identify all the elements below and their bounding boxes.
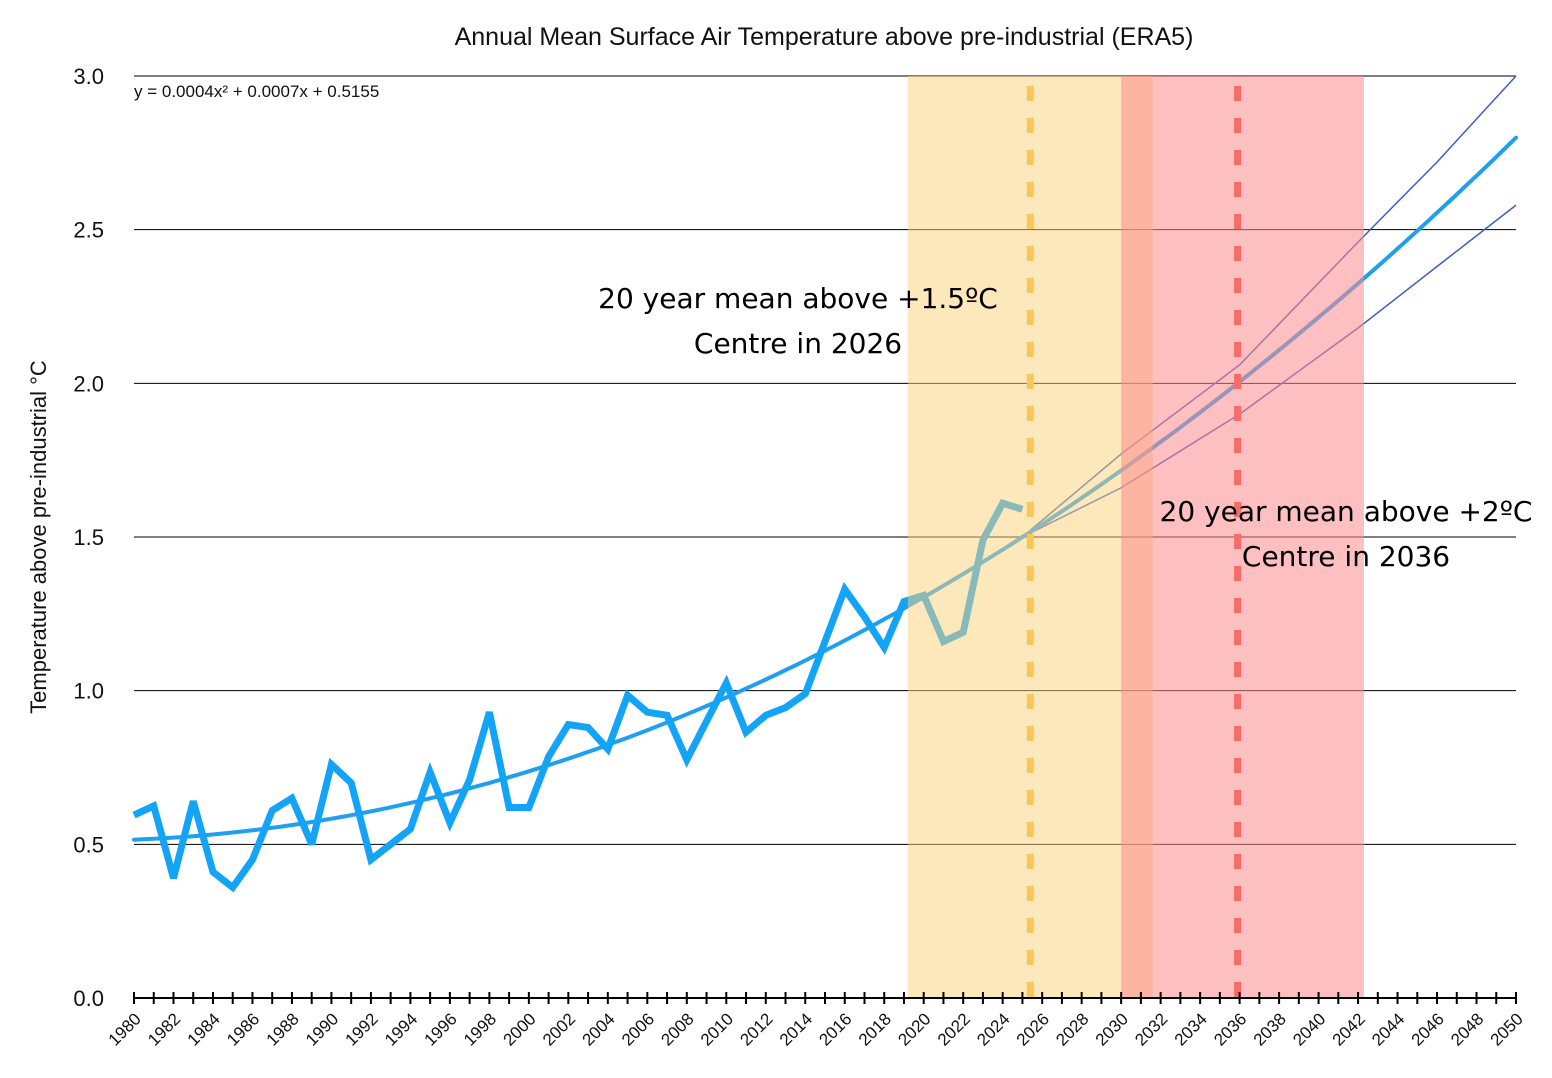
x-tick-label: 2032 — [1131, 1009, 1171, 1049]
x-tick-label: 2006 — [618, 1009, 658, 1049]
x-tick-label: 2002 — [539, 1009, 579, 1049]
y-tick-label: 3.0 — [73, 64, 104, 89]
x-tick-label: 2024 — [973, 1009, 1013, 1049]
y-tick-label: 1.0 — [73, 679, 104, 704]
x-tick-label: 2010 — [697, 1009, 737, 1049]
x-tick-label: 2012 — [736, 1009, 776, 1049]
annotation-1-5-line2: Centre in 2026 — [694, 327, 902, 360]
x-tick-label: 1988 — [263, 1009, 303, 1049]
x-tick-label: 2040 — [1289, 1009, 1329, 1049]
data-series-line — [132, 499, 1024, 893]
x-tick-label: 2046 — [1408, 1009, 1448, 1049]
x-tick-label: 2000 — [500, 1009, 540, 1049]
x-tick-label: 2008 — [657, 1009, 697, 1049]
x-tick-label: 1980 — [105, 1009, 145, 1049]
x-tick-label: 1986 — [223, 1009, 263, 1049]
x-tick-label: 1982 — [144, 1009, 184, 1049]
x-tick-label: 2026 — [1013, 1009, 1053, 1049]
annotation-2-line2: Centre in 2036 — [1242, 540, 1450, 573]
x-tick-label: 2042 — [1329, 1009, 1369, 1049]
x-tick-label: 2034 — [1171, 1009, 1211, 1049]
x-tick-label: 1984 — [184, 1009, 224, 1049]
x-tick-label: 1992 — [342, 1009, 382, 1049]
y-axis-label: Temperature above pre-industrial °C — [26, 360, 51, 714]
y-tick-label: 1.5 — [73, 525, 104, 550]
x-tick-label: 2050 — [1487, 1009, 1527, 1049]
trend-equation: y = 0.0004x² + 0.0007x + 0.5155 — [134, 82, 379, 101]
x-tick-label: 1990 — [302, 1009, 342, 1049]
x-tick-label: 2030 — [1092, 1009, 1132, 1049]
x-tick-label: 1998 — [460, 1009, 500, 1049]
x-tick-label: 2036 — [1210, 1009, 1250, 1049]
x-tick-label: 2022 — [934, 1009, 974, 1049]
y-tick-label: 2.5 — [73, 218, 104, 243]
chart-title: Annual Mean Surface Air Temperature abov… — [455, 23, 1194, 51]
x-tick-label: 2044 — [1368, 1009, 1408, 1049]
x-tick-label: 2004 — [578, 1009, 618, 1049]
annotation-2-line1: 20 year mean above +2ºC — [1160, 495, 1533, 528]
x-tick-label: 2016 — [815, 1009, 855, 1049]
annotation-1-5-line1: 20 year mean above +1.5ºC — [598, 282, 998, 315]
y-tick-label: 2.0 — [73, 371, 104, 396]
x-tick-label: 2048 — [1447, 1009, 1487, 1049]
y-tick-label: 0.0 — [73, 986, 104, 1011]
x-tick-label: 2028 — [1052, 1009, 1092, 1049]
x-tick-label: 2038 — [1250, 1009, 1290, 1049]
x-tick-label: 2020 — [894, 1009, 934, 1049]
x-tick-label: 2014 — [776, 1009, 816, 1049]
x-tick-label: 2018 — [855, 1009, 895, 1049]
band-2c — [1121, 76, 1364, 998]
y-tick-label: 0.5 — [73, 832, 104, 857]
x-tick-label: 1994 — [381, 1009, 421, 1049]
x-tick-label: 1996 — [421, 1009, 461, 1049]
